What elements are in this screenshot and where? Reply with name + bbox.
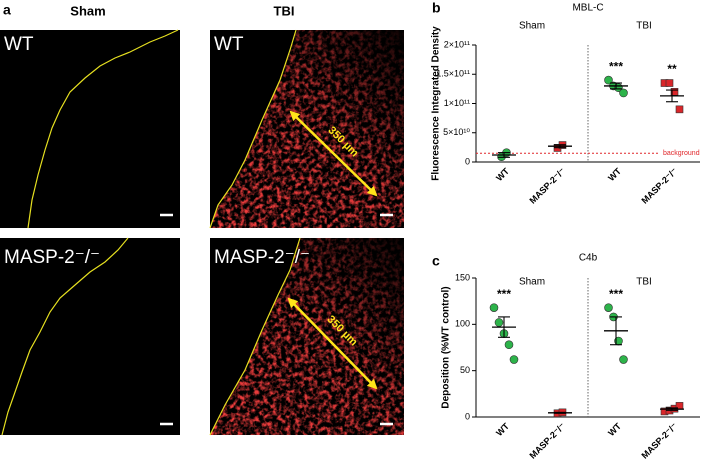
panel-label: b — [432, 0, 441, 16]
error-bar — [498, 152, 510, 158]
group-label: TBI — [636, 277, 652, 288]
x-tick-label: WT — [606, 166, 623, 183]
group-label: TBI — [636, 21, 652, 32]
y-tick-label: 0 — [465, 156, 470, 166]
y-tick-label: 100 — [455, 319, 470, 329]
column-header: Sham — [70, 3, 105, 18]
column-header: TBI — [274, 3, 295, 18]
y-axis-label: Fluorescence Integrated Density — [431, 26, 442, 181]
image-sham-masp2: MASP-2⁻/⁻ — [0, 237, 180, 436]
image-tbi-masp2: 350 µm MASP-2⁻/⁻ — [209, 237, 404, 436]
y-tick-label: 5×10¹⁰ — [443, 127, 470, 137]
reference-label: background — [663, 150, 700, 157]
y-tick-label: 2×10¹¹ — [444, 39, 470, 49]
significance-label: *** — [609, 287, 623, 301]
data-point — [604, 303, 613, 312]
y-tick-label: 150 — [455, 272, 470, 282]
chart-title: C4b — [579, 253, 598, 264]
significance-label: *** — [609, 59, 623, 73]
panel-label: c — [432, 253, 440, 269]
x-tick-label: WT — [494, 421, 511, 438]
data-point — [504, 340, 514, 350]
error-bar — [610, 82, 622, 90]
data-point — [675, 105, 684, 114]
data-point — [665, 79, 674, 87]
panel-label: a — [3, 2, 11, 18]
row-label: WT — [214, 34, 244, 55]
y-tick-label: 50 — [460, 365, 470, 375]
data-point — [619, 88, 628, 98]
error-bar — [554, 144, 566, 149]
image-tbi-wt: 350 µm WT — [209, 29, 404, 229]
x-tick-label: MASP-2⁻/⁻ — [639, 421, 679, 461]
y-tick-label: 0 — [465, 411, 470, 421]
group-label: Sham — [519, 277, 545, 288]
data-point — [619, 355, 628, 364]
x-tick-label: MASP-2⁻/⁻ — [639, 166, 679, 206]
significance-label: *** — [497, 287, 511, 301]
chart-title: MBL-C — [572, 3, 603, 14]
error-bar — [498, 316, 510, 338]
group-label: Sham — [519, 21, 545, 32]
error-bar — [666, 89, 678, 103]
row-label: MASP-2⁻/⁻ — [4, 247, 100, 268]
row-label: WT — [4, 34, 34, 55]
error-bar — [554, 411, 566, 414]
row-label: MASP-2⁻/⁻ — [214, 247, 310, 268]
error-bar — [610, 316, 622, 346]
significance-label: ** — [667, 62, 677, 76]
x-tick-label: MASP-2⁻/⁻ — [527, 166, 567, 206]
y-tick-label: 1.5×10¹¹ — [436, 69, 470, 79]
data-point — [489, 303, 499, 312]
error-bar — [666, 407, 678, 411]
data-point — [494, 318, 504, 327]
x-tick-label: MASP-2⁻/⁻ — [527, 421, 567, 461]
x-tick-label: WT — [494, 166, 511, 183]
data-point — [509, 355, 519, 364]
image-sham-wt: WT — [0, 29, 180, 229]
data-point — [604, 75, 613, 85]
x-tick-label: WT — [606, 421, 623, 438]
y-axis-label: Deposition (%WT control) — [441, 286, 452, 408]
y-tick-label: 1×10¹¹ — [444, 98, 470, 108]
